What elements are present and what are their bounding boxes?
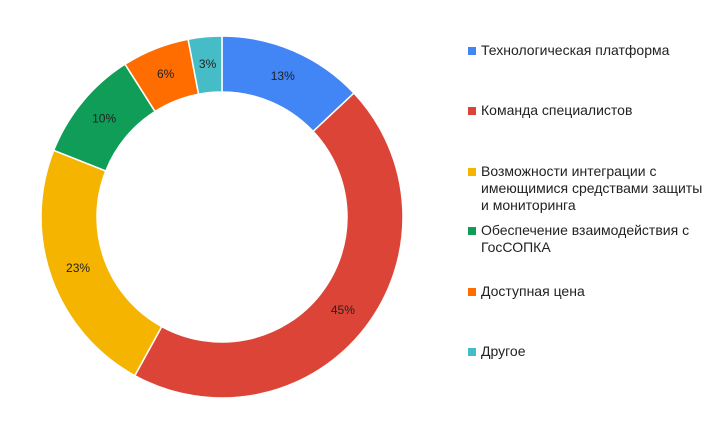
legend-swatch-other — [468, 348, 476, 356]
chart-legend: Технологическая платформа Команда специа… — [468, 0, 704, 430]
donut-slice-2 — [40, 149, 163, 377]
slice-value-label-1: 45% — [331, 303, 355, 317]
slice-value-label-5: 3% — [199, 57, 217, 71]
legend-swatch-team-of-specialists — [468, 107, 476, 115]
legend-label-other: Другое — [481, 343, 526, 359]
legend-label-integration: Возможности интеграции с имеющимися сред… — [481, 163, 703, 213]
legend-swatch-technology-platform — [468, 47, 476, 55]
slice-labels: 13% 45% 23% 10% 6% 3% — [66, 57, 355, 317]
legend-swatch-gossopka — [468, 227, 476, 235]
legend-item-gossopka: Обеспечение взаимодействия с ГосСОПКА — [468, 222, 703, 256]
slice-value-label-4: 6% — [157, 67, 175, 81]
legend-label-technology-platform: Технологическая платформа — [481, 42, 670, 58]
slice-value-label-3: 10% — [92, 112, 116, 126]
slice-value-label-0: 13% — [271, 69, 295, 83]
donut-slice-1 — [133, 92, 404, 399]
legend-label-affordable-price: Доступная цена — [481, 283, 585, 299]
legend-swatch-integration — [468, 168, 476, 176]
donut-slices — [40, 35, 404, 399]
slice-value-label-2: 23% — [66, 261, 90, 275]
legend-label-team-of-specialists: Команда специалистов — [481, 102, 633, 118]
legend-label-gossopka: Обеспечение взаимодействия с ГосСОПКА — [481, 222, 690, 255]
legend-swatch-affordable-price — [468, 288, 476, 296]
legend-item-technology-platform: Технологическая платформа — [468, 42, 703, 59]
donut-slice-5 — [187, 35, 223, 96]
legend-item-affordable-price: Доступная цена — [468, 283, 703, 300]
legend-item-team-of-specialists: Команда специалистов — [468, 102, 703, 119]
legend-item-other: Другое — [468, 343, 703, 360]
legend-item-integration: Возможности интеграции с имеющимися сред… — [468, 163, 703, 214]
